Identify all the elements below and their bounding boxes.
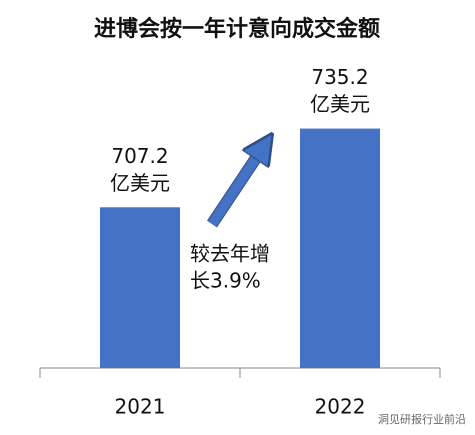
x-tick-label: 2021 (115, 395, 166, 419)
bar (100, 207, 180, 368)
value-unit: 亿美元 (310, 92, 370, 116)
value-label: 707.2 (111, 144, 168, 168)
bar (300, 128, 380, 368)
x-tick-label: 2022 (315, 395, 366, 419)
value-unit: 亿美元 (110, 171, 170, 195)
watermark: 洞见研报行业前沿 (378, 412, 466, 426)
annotation: 长3.9% (190, 269, 261, 293)
value-label: 735.2 (311, 65, 368, 89)
chart-title: 进博会按一年计意向成交金额 (94, 16, 380, 42)
annotation: 较去年增 (190, 242, 270, 266)
growth-arrow (207, 146, 264, 227)
